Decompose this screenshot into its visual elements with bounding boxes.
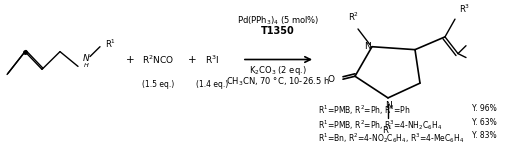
Text: R$^1$: R$^1$ [382, 124, 394, 136]
Text: R$^1$=Bn, R$^2$=4-NO$_2$C$_6$H$_4$, R$^3$=4-MeC$_6$H$_4$: R$^1$=Bn, R$^2$=4-NO$_2$C$_6$H$_4$, R$^3… [318, 131, 465, 145]
Text: (1.5 eq.): (1.5 eq.) [142, 80, 174, 89]
Text: R$^1$=PMB, R$^2$=Ph, R$^3$=Ph: R$^1$=PMB, R$^2$=Ph, R$^3$=Ph [318, 104, 411, 117]
Text: +: + [126, 54, 134, 65]
Text: R$^3$: R$^3$ [459, 3, 470, 15]
Text: R$^2$NCO: R$^2$NCO [142, 53, 174, 66]
Text: (1.4 eq.): (1.4 eq.) [196, 80, 228, 89]
Text: N: N [364, 42, 371, 51]
Text: Y. 83%: Y. 83% [472, 131, 497, 140]
Text: R$^1$=PMB, R$^2$=Ph, R$^3$=4-NH$_2$C$_6$H$_4$: R$^1$=PMB, R$^2$=Ph, R$^3$=4-NH$_2$C$_6$… [318, 118, 442, 132]
Text: O: O [327, 75, 334, 84]
Text: N: N [384, 101, 391, 110]
Text: K$_2$CO$_3$ (2 eq.): K$_2$CO$_3$ (2 eq.) [249, 64, 307, 77]
Text: +: + [188, 54, 196, 65]
Text: Pd(PPh$_3$)$_4$ (5 mol%): Pd(PPh$_3$)$_4$ (5 mol%) [237, 14, 319, 27]
Text: T1350: T1350 [261, 26, 295, 36]
Text: R$^2$: R$^2$ [348, 11, 359, 23]
Text: Y. 96%: Y. 96% [472, 104, 497, 113]
Text: Y. 63%: Y. 63% [472, 118, 497, 127]
Text: R$^3$I: R$^3$I [205, 53, 219, 66]
Text: CH$_3$CN, 70 °C, 10-26.5 h: CH$_3$CN, 70 °C, 10-26.5 h [226, 75, 330, 88]
Text: $\underset{H}{N}$: $\underset{H}{N}$ [82, 53, 90, 70]
Text: R$^1$: R$^1$ [105, 38, 116, 50]
